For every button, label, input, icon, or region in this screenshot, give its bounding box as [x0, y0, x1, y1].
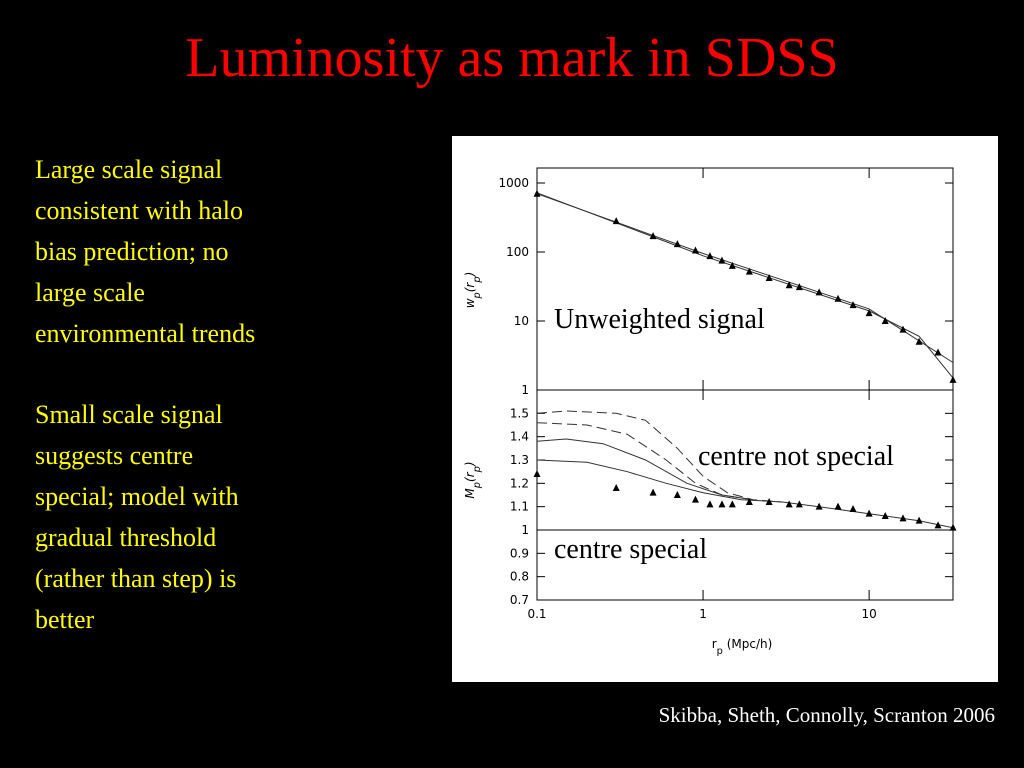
data-point — [533, 189, 541, 197]
model-curve — [536, 410, 783, 503]
paragraph-line: better — [35, 605, 95, 634]
y-axis-label-part: p — [472, 482, 483, 489]
y-tick-label: 1000 — [498, 176, 529, 190]
data-point — [691, 246, 699, 254]
data-point — [673, 491, 681, 498]
data-point — [915, 337, 923, 345]
x-tick-label: 0.1 — [527, 607, 546, 621]
y-tick-label: 0.9 — [510, 546, 529, 560]
data-point — [728, 261, 736, 269]
data-point — [899, 325, 907, 333]
paragraph-line: special; model with — [35, 482, 239, 511]
data-point — [795, 283, 803, 291]
data-point — [949, 523, 957, 531]
paragraph-line: Large scale signal — [35, 155, 222, 184]
y-axis-label: wp(rp) — [463, 272, 483, 309]
text-body: Large scale signal consistent with halo bi… — [35, 155, 255, 634]
model-curve — [536, 438, 754, 501]
panel-frame — [536, 389, 954, 601]
y-axis-label-part: (r — [463, 471, 477, 482]
data-point — [849, 505, 857, 512]
data-point — [649, 232, 657, 240]
data-point — [706, 500, 714, 508]
figure — [452, 136, 998, 682]
data-point — [785, 500, 793, 508]
data-point — [815, 502, 823, 510]
data-point — [865, 509, 873, 517]
paragraph-line: suggests centre — [35, 441, 193, 470]
y-axis-label-part: (r — [463, 282, 477, 293]
x-axis-label-part: p — [717, 646, 723, 657]
y-axis-label-part: p — [472, 466, 483, 473]
data-point — [834, 294, 842, 302]
y-axis-label: Mp(rp) — [463, 461, 483, 498]
data-point — [745, 267, 753, 275]
y-axis-label-part: ) — [463, 272, 477, 278]
annotation: centre not special — [698, 441, 894, 472]
slide-title: Luminosity as mark in SDSS — [185, 27, 838, 89]
paragraph-line: (rather than step) is — [35, 564, 236, 593]
y-tick-label: 1.5 — [510, 406, 529, 420]
y-tick-label: 1 — [521, 383, 529, 397]
annotation: centre special — [554, 534, 707, 565]
data-point — [785, 281, 793, 289]
paragraph-line: consistent with halo — [35, 196, 243, 225]
y-axis-label-part: M — [463, 488, 477, 499]
data-point — [815, 288, 823, 296]
y-axis-label-part: ) — [463, 461, 477, 467]
x-axis-label: rp (Mpc/h) — [712, 637, 773, 657]
data-point — [795, 500, 803, 508]
paragraph-line: Small scale signal — [35, 400, 223, 429]
model-curve — [536, 193, 954, 363]
data-point — [706, 252, 714, 260]
x-tick-label: 1 — [699, 607, 707, 621]
y-tick-label: 1 — [521, 523, 529, 537]
data-point — [865, 309, 873, 317]
x-axis-label-part: (Mpc/h) — [723, 637, 772, 651]
data-point — [915, 516, 923, 524]
paragraph-line: bias prediction; no — [35, 237, 229, 266]
data-point — [834, 502, 842, 510]
paragraph-line: gradual threshold — [35, 523, 216, 552]
data-point — [934, 348, 942, 356]
y-tick-label: 1.1 — [510, 500, 529, 514]
data-point — [765, 273, 773, 281]
y-tick-label: 100 — [506, 245, 529, 259]
paragraph-line: large scale — [35, 278, 145, 307]
data-point — [745, 498, 753, 505]
data-point — [728, 500, 736, 508]
data-point — [899, 514, 907, 522]
x-tick-label: 10 — [861, 607, 876, 621]
data-point — [881, 512, 889, 519]
data-point — [718, 256, 726, 264]
y-axis-label-part: p — [472, 276, 483, 283]
y-axis-label-part: w — [463, 298, 477, 308]
y-axis-label-part: p — [472, 292, 483, 299]
y-tick-label: 0.8 — [510, 570, 529, 584]
data-point — [612, 217, 620, 225]
data-point — [881, 317, 889, 325]
citation: Skibba, Sheth, Connolly, Scranton 2006 — [659, 703, 995, 727]
data-point — [765, 498, 773, 505]
annotation: Unweighted signal — [554, 304, 765, 335]
y-tick-label: 1.4 — [510, 430, 529, 444]
y-tick-label: 1.2 — [510, 476, 529, 490]
data-point — [673, 240, 681, 248]
paragraph-line: environmental trends — [35, 319, 255, 348]
data-point — [612, 484, 620, 491]
data-point — [718, 500, 726, 508]
y-tick-label: 10 — [514, 314, 529, 328]
x-axis-label-part: r — [712, 637, 717, 651]
data-point — [533, 470, 541, 477]
data-point — [691, 495, 699, 503]
data-point — [849, 301, 857, 309]
y-tick-label: 0.7 — [510, 593, 529, 607]
data-point — [649, 488, 657, 496]
data-point — [934, 521, 942, 529]
y-tick-label: 1.3 — [510, 453, 529, 467]
data-point — [949, 375, 957, 383]
